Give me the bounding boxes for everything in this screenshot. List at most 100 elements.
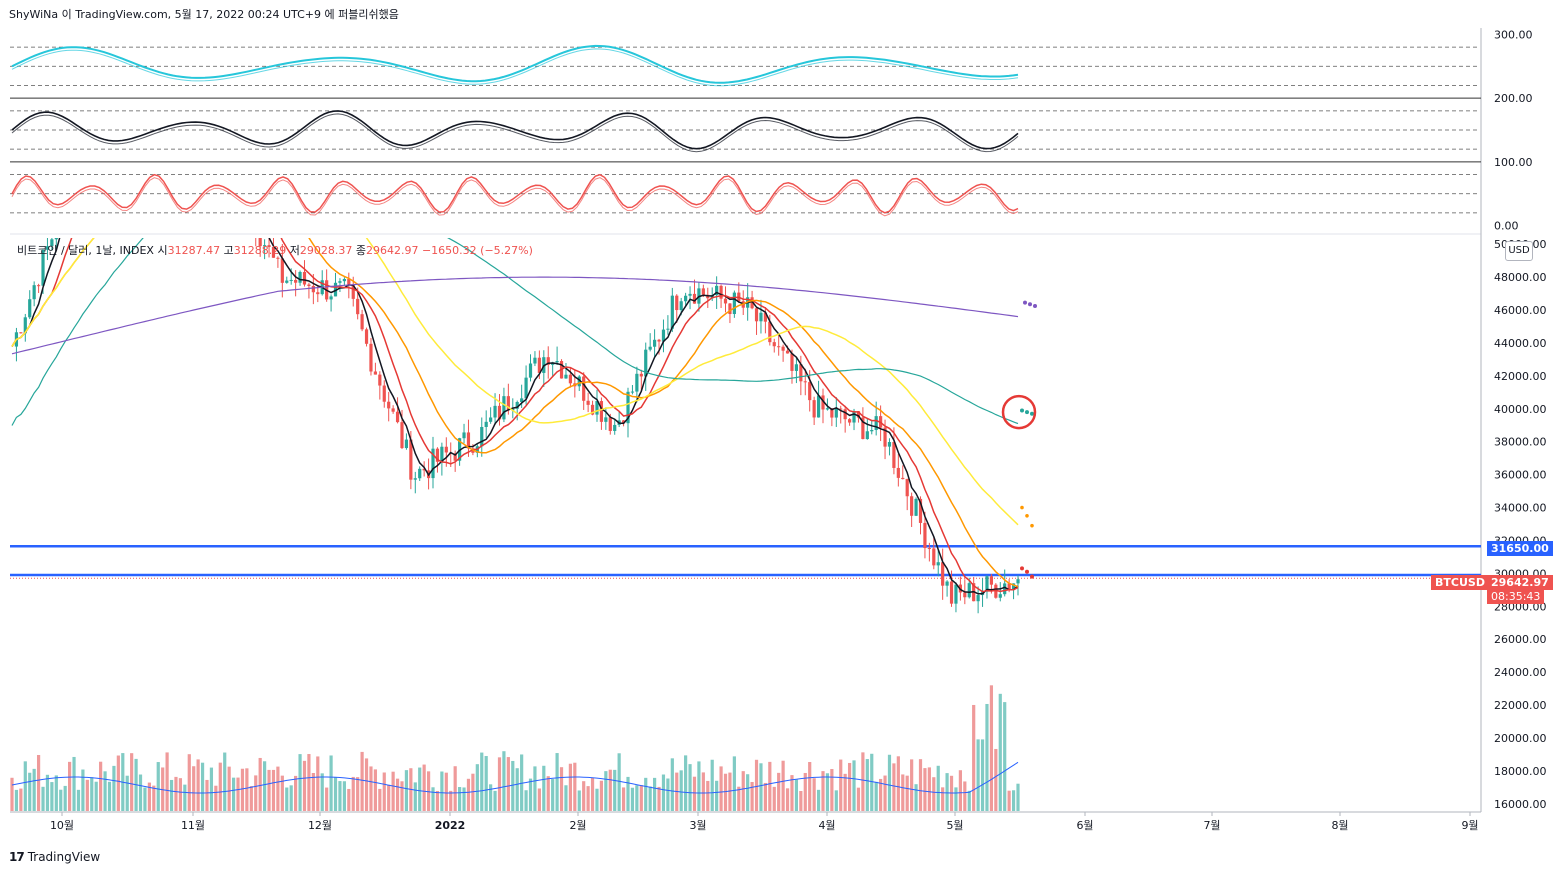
- oscillator-cyan-signal: [11, 48, 1019, 87]
- candle-body: [989, 576, 994, 585]
- candle-body: [772, 342, 776, 347]
- candle-body: [533, 357, 537, 364]
- candle-body: [493, 405, 497, 418]
- volume-bar: [373, 769, 378, 811]
- volume-bar: [497, 757, 502, 811]
- volume-bar: [489, 784, 493, 811]
- volume-bar: [271, 769, 276, 811]
- volume-bar: [670, 758, 674, 811]
- candle-body: [188, 93, 191, 110]
- currency-button[interactable]: USD: [1505, 241, 1533, 261]
- candle-body: [524, 377, 528, 399]
- volume-bar: [652, 777, 657, 811]
- volume-bar: [218, 762, 222, 811]
- volume-bar: [68, 761, 72, 811]
- ma-line-black: [11, 238, 1019, 595]
- candle-body: [830, 408, 834, 418]
- candle-body: [856, 411, 861, 418]
- volume-bar: [799, 790, 803, 811]
- volume-bar: [1016, 783, 1020, 811]
- candle-body: [963, 592, 967, 598]
- volume-bar: [338, 781, 342, 811]
- candle-body: [763, 312, 767, 322]
- candle-body: [263, 245, 267, 247]
- volume-bar: [280, 775, 284, 811]
- volume-bar: [896, 756, 900, 811]
- volume-bar: [307, 754, 311, 811]
- volume-bar: [240, 768, 245, 811]
- volume-bar: [586, 786, 590, 811]
- price-axis-tick: 40000.00: [1494, 403, 1547, 416]
- candle-body: [754, 308, 759, 322]
- volume-bar: [967, 790, 971, 811]
- volume-bar: [941, 787, 945, 811]
- volume-bar: [458, 787, 462, 811]
- volume-bar: [453, 766, 457, 811]
- candle-body: [219, 136, 222, 153]
- highlight-circle: [1001, 394, 1037, 430]
- candle-body: [90, 141, 93, 159]
- candle-body: [166, 81, 169, 92]
- volume-bar: [351, 776, 355, 811]
- candle-body: [967, 583, 971, 598]
- volume-bar: [440, 771, 444, 811]
- oscillator-black-signal: [11, 113, 1019, 153]
- volume-bar: [138, 774, 143, 811]
- volume-bar: [746, 774, 750, 811]
- volume-bar: [32, 768, 36, 811]
- volume-bar: [23, 761, 27, 811]
- level-price-tag: 31650.00: [1487, 541, 1553, 556]
- candle-body: [1003, 583, 1007, 595]
- volume-bar: [1007, 790, 1011, 811]
- volume-bar: [936, 765, 940, 811]
- volume-bar: [626, 776, 630, 811]
- publish-header: ShyWiNa 이 TradingView.com, 5월 17, 2022 0…: [9, 8, 399, 21]
- volume-bar: [311, 773, 315, 811]
- candle-body: [719, 285, 723, 299]
- candle-body: [347, 279, 351, 285]
- volume-bar: [360, 751, 364, 811]
- volume-bar: [502, 751, 506, 811]
- candle-body: [728, 303, 732, 315]
- volume-bar: [466, 778, 471, 811]
- projection-dot: [1025, 410, 1029, 415]
- volume-bar: [551, 779, 555, 811]
- volume-bar: [152, 785, 156, 811]
- price-axis-tick: 46000.00: [1494, 304, 1547, 317]
- volume-bar: [830, 769, 834, 811]
- volume-bar: [223, 752, 227, 811]
- candle-body: [994, 584, 998, 598]
- footer-brand[interactable]: 17 TradingView: [9, 850, 100, 864]
- volume-bar: [639, 785, 643, 811]
- candle-body: [701, 288, 705, 295]
- volume-bar: [484, 756, 488, 811]
- ma-line-red: [11, 238, 1019, 593]
- candle-body: [927, 548, 931, 550]
- volume-bar: [568, 763, 572, 811]
- last-price-tag: 29642.97: [1487, 575, 1553, 590]
- candle-body: [613, 424, 617, 431]
- volume-bar: [289, 785, 293, 811]
- candle-body: [520, 398, 524, 403]
- volume-bar: [803, 772, 807, 811]
- candle-body: [644, 349, 648, 377]
- price-axis-tick: 44000.00: [1494, 337, 1547, 350]
- volume-bar: [976, 739, 980, 811]
- price-axis-tick: 48000.00: [1494, 271, 1547, 284]
- volume-bar: [178, 778, 183, 811]
- candle-body: [223, 151, 226, 152]
- volume-bar: [130, 753, 134, 811]
- projection-dot: [1023, 300, 1027, 305]
- volume-bar: [85, 779, 89, 811]
- candle-body: [639, 373, 643, 377]
- volume-bar: [99, 761, 103, 811]
- price-axis-tick: 20000.00: [1494, 732, 1547, 745]
- volume-bar: [861, 752, 865, 811]
- volume-bar: [418, 767, 422, 811]
- volume-bar: [14, 789, 19, 811]
- candle-body: [285, 280, 289, 283]
- volume-bar: [231, 777, 236, 811]
- volume-bar: [737, 786, 741, 811]
- volume-bar: [236, 777, 240, 811]
